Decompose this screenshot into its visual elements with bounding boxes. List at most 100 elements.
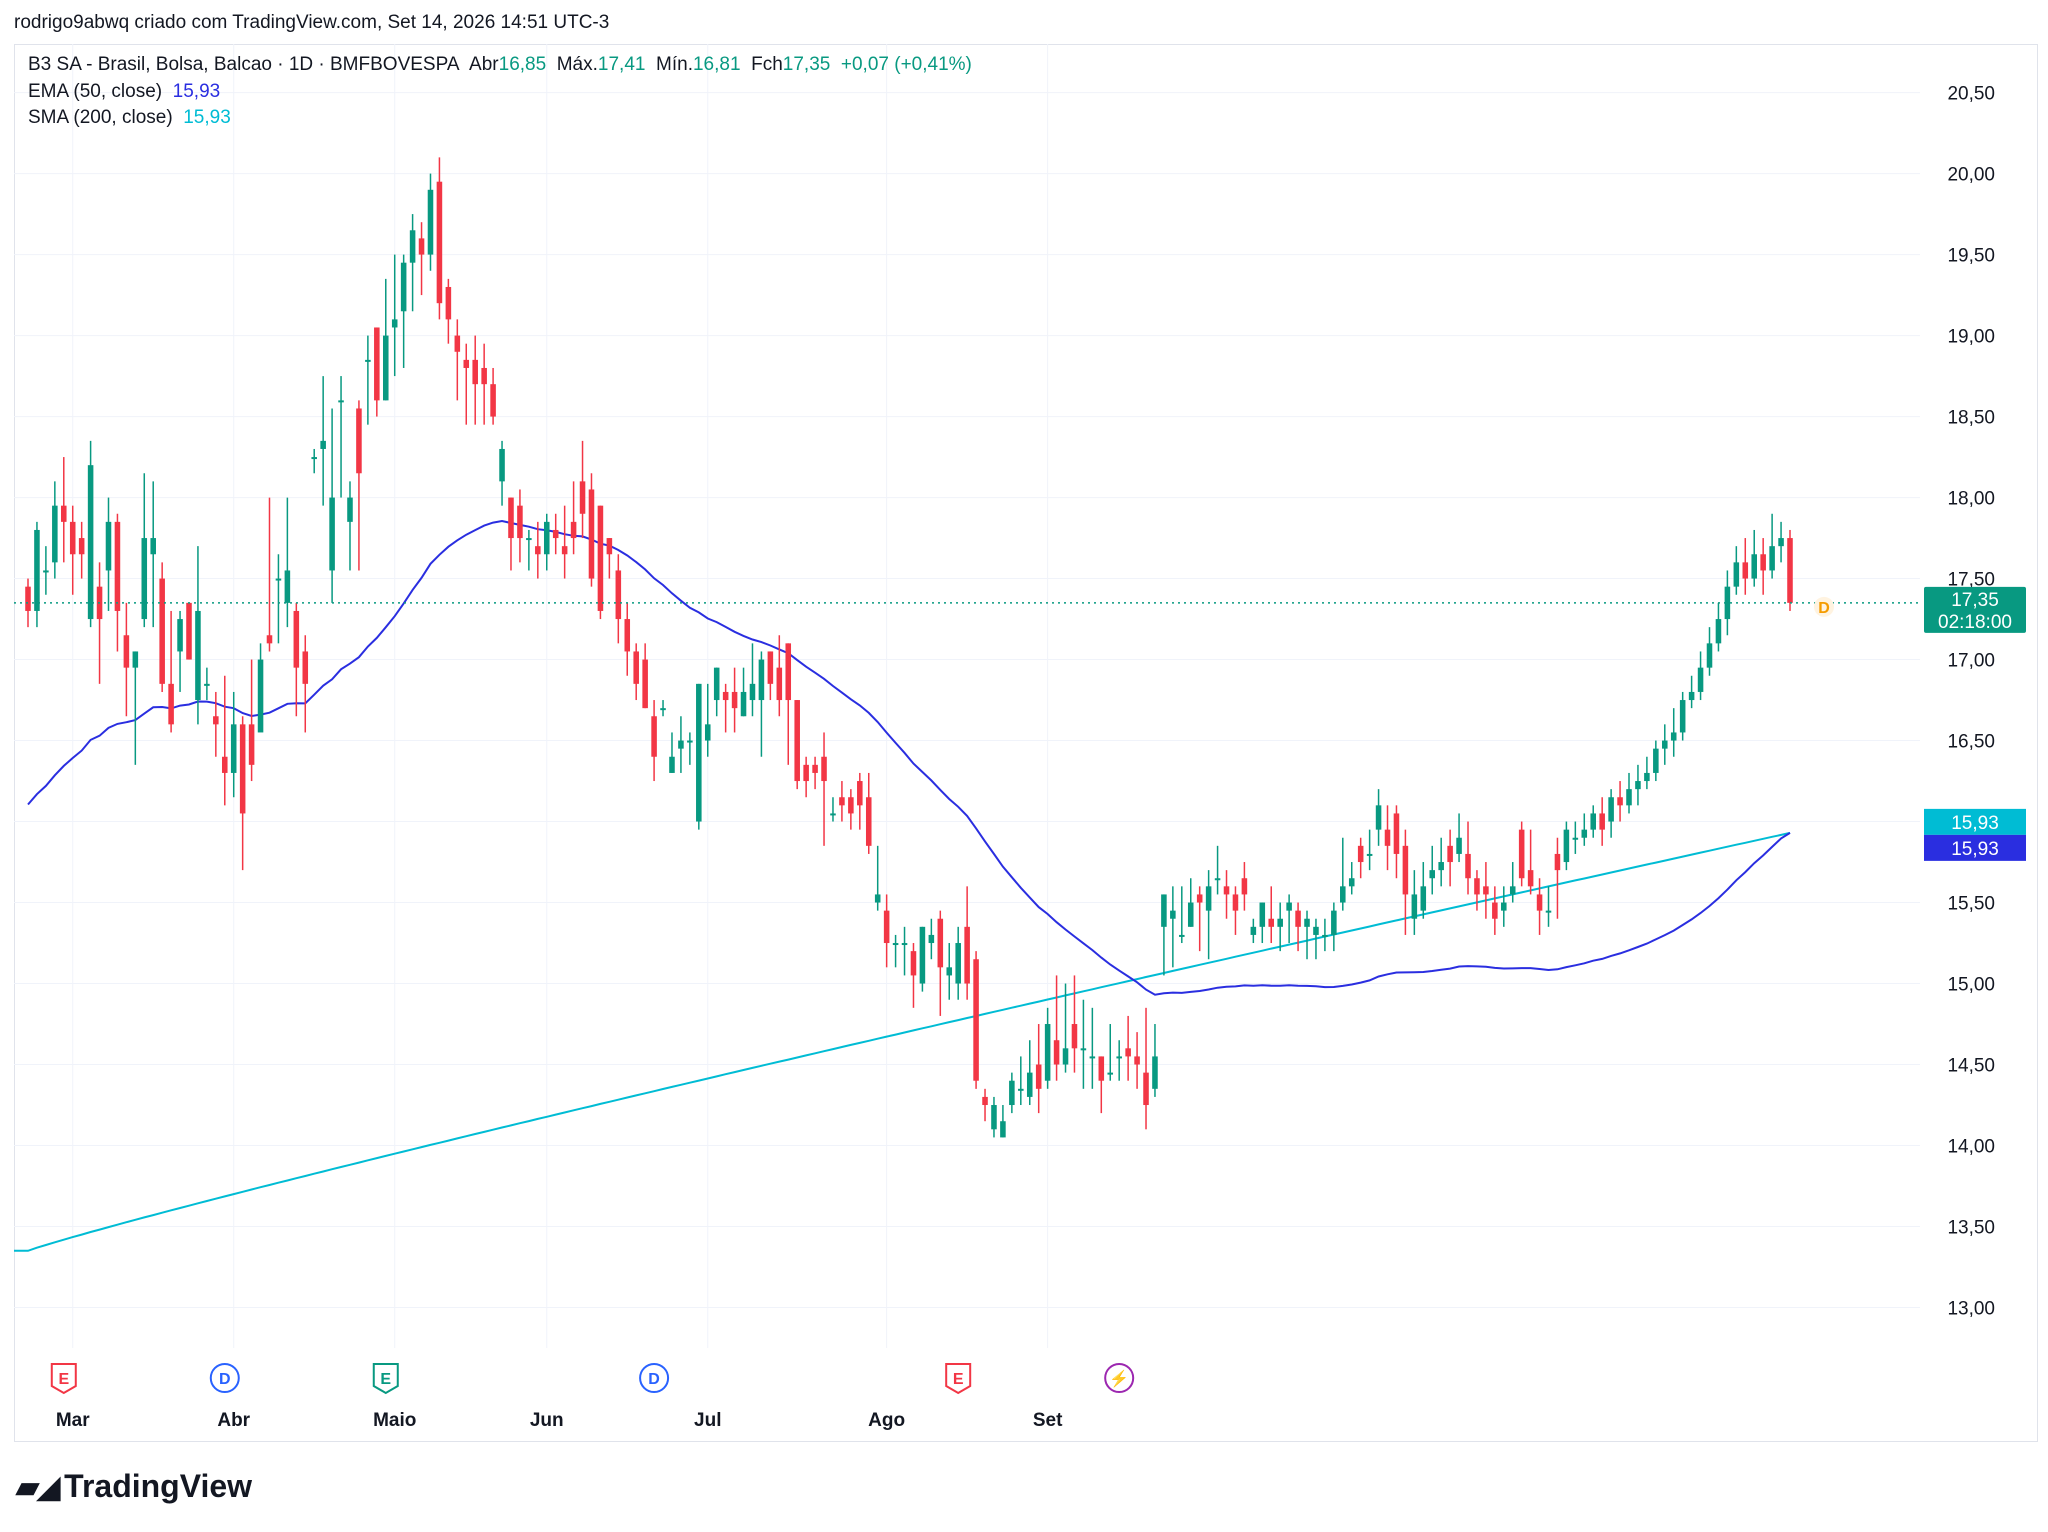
candle-body — [1465, 853, 1471, 879]
candle-body — [186, 602, 192, 660]
candle-body — [508, 497, 514, 539]
candle-body — [633, 651, 639, 684]
candle-body — [892, 943, 899, 946]
candle-body — [1107, 1072, 1114, 1075]
candle-body — [177, 619, 183, 652]
candle-body — [919, 926, 926, 984]
candle-body — [230, 724, 237, 773]
candle-body — [1089, 1056, 1096, 1059]
candle-body — [660, 708, 666, 711]
candle-body — [1572, 837, 1579, 840]
candle-body — [445, 286, 452, 320]
candle-body — [1411, 894, 1418, 919]
y-tick-label: 18,00 — [1947, 489, 1995, 510]
dividend-event-label: D — [219, 1371, 231, 1388]
chart-header: rodrigo9abwq criado com TradingView.com,… — [14, 12, 610, 33]
legend-ema[interactable]: EMA (50, close) 15,93 — [28, 81, 220, 103]
candle-body — [1778, 538, 1784, 547]
candle-body — [1125, 1048, 1131, 1057]
ema-tag-value: 15,93 — [1951, 839, 1999, 860]
sma-tag-value: 15,93 — [1951, 813, 1999, 834]
candle-body — [1715, 619, 1722, 644]
legend-low-label: Mín. — [656, 54, 693, 75]
legend-sma[interactable]: SMA (200, close) 15,93 — [28, 107, 231, 129]
candle-body — [812, 764, 818, 773]
candle-body — [1608, 797, 1614, 822]
candle-body — [257, 659, 264, 733]
candle-body — [821, 756, 827, 782]
candle-body — [374, 327, 380, 401]
candle-body — [25, 586, 31, 611]
candle-body — [857, 781, 863, 806]
candle-body — [61, 505, 67, 522]
candle-body — [1688, 691, 1695, 701]
candle-body — [1724, 586, 1731, 620]
x-tick-label: Mar — [56, 1410, 90, 1431]
candle-body — [168, 683, 174, 725]
candle-body — [1509, 886, 1516, 895]
candle-body — [1653, 748, 1659, 773]
candle-body — [597, 505, 604, 611]
candle-body — [1000, 1121, 1006, 1138]
candle-body — [758, 659, 765, 701]
candle-body — [901, 943, 908, 946]
candle-body — [991, 1105, 997, 1130]
candle-body — [427, 189, 434, 255]
candle-body — [1214, 878, 1221, 881]
candle-body — [1420, 886, 1427, 911]
legend-symbol[interactable]: B3 SA - Brasil, Bolsa, Balcao · 1D · BMF… — [28, 54, 460, 75]
candle-body — [1617, 797, 1623, 806]
candle-body — [1438, 862, 1444, 871]
dividend-event-icon — [639, 1363, 670, 1393]
candle-body — [1626, 789, 1632, 806]
candle-body — [526, 538, 532, 541]
candle-body — [722, 691, 729, 701]
candle-body — [1545, 910, 1552, 913]
candle-body — [1205, 886, 1212, 911]
candle-body — [1697, 667, 1704, 692]
candle-body — [731, 691, 738, 709]
candle-body — [1706, 643, 1713, 668]
candle-body — [1348, 878, 1355, 887]
x-tick-label: Abr — [217, 1410, 250, 1431]
candle-body — [1366, 853, 1373, 856]
candle-body — [964, 926, 970, 984]
candle-body — [382, 335, 389, 401]
candle-body — [1116, 1056, 1122, 1059]
candle-body — [150, 538, 156, 555]
candle-body — [204, 683, 210, 686]
candle-body — [1760, 554, 1766, 571]
candle-body — [1143, 1072, 1149, 1106]
candle-body — [1286, 902, 1292, 911]
y-tick-label: 19,00 — [1947, 327, 1995, 348]
candle-body — [1527, 870, 1534, 887]
candle-body — [579, 481, 586, 514]
candle-body — [1474, 878, 1480, 895]
candle-body — [87, 465, 94, 620]
y-tick-label: 14,50 — [1947, 1056, 1995, 1077]
candle-body — [409, 230, 416, 263]
candle-body — [606, 538, 613, 555]
candle-body — [1742, 562, 1749, 579]
candle-body — [874, 894, 881, 903]
tradingview-logo[interactable]: ▰◢ TradingView — [16, 1468, 252, 1505]
y-tick-label: 14,00 — [1947, 1137, 1995, 1158]
x-tick-label: Maio — [373, 1410, 416, 1431]
dividend-marker-label: D — [1818, 600, 1830, 617]
x-tick-label: Jun — [530, 1410, 564, 1431]
y-tick-label: 20,00 — [1947, 165, 1995, 186]
chart-frame[interactable] — [14, 44, 2038, 1442]
candle-body — [1277, 918, 1283, 927]
x-tick-label: Set — [1033, 1410, 1063, 1431]
candle-body — [552, 529, 559, 539]
candle-body — [982, 1096, 988, 1106]
candle-body — [535, 546, 541, 555]
candle-body — [1635, 781, 1641, 790]
candle-body — [1357, 845, 1364, 863]
flash-event-icon — [1104, 1363, 1135, 1393]
dividend-event-label: D — [648, 1371, 660, 1388]
earnings-event-icon — [372, 1363, 399, 1395]
candle-body — [955, 943, 961, 984]
candle-body — [1787, 538, 1793, 603]
